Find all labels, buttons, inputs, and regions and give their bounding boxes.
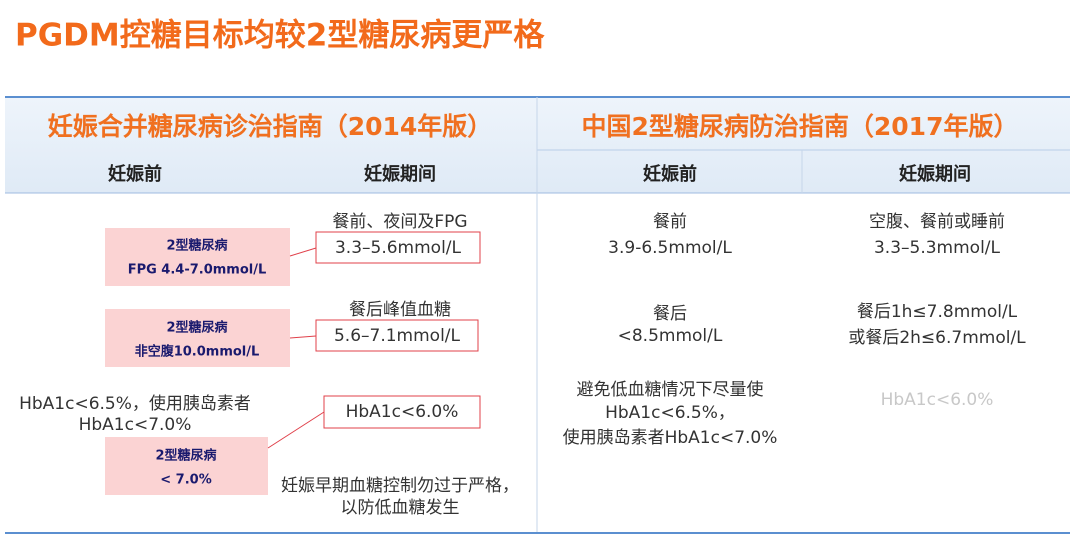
box-text: FPG 4.4-7.0mmol/L [128, 263, 267, 278]
connector [289, 335, 317, 339]
note: 妊娠早期血糖控制勿过于严格， [281, 476, 519, 496]
column-header: 妊娠期间 [899, 163, 971, 185]
column-header: 妊娠前 [108, 163, 162, 185]
box-text: < 7.0% [160, 473, 211, 488]
column-header: 妊娠期间 [364, 163, 436, 185]
target: 3.3–5.6mmol/L [335, 238, 462, 258]
note: 以防低血糖发生 [341, 498, 460, 518]
cell-text: 使用胰岛素者HbA1c<7.0% [563, 427, 778, 448]
heading: 妊娠合并糖尿病诊治指南（2014年版） [48, 112, 493, 141]
note: HbA1c<7.0% [79, 415, 192, 435]
cell-text: 餐后 [653, 304, 687, 324]
pink-box [105, 437, 268, 495]
target-box [315, 319, 479, 352]
box-text: 非空腹10.0mmol/L [135, 344, 260, 360]
box-text: 2型糖尿病 [155, 448, 216, 464]
note: HbA1c<6.5%，使用胰岛素者 [19, 393, 251, 414]
cell-text: HbA1c<6.0% [881, 390, 994, 410]
pink-box [105, 309, 290, 367]
target: HbA1c<6.0% [346, 402, 459, 422]
connector [267, 411, 325, 449]
cell-text: 避免低血糖情况下尽量使 [577, 379, 764, 400]
heading: 中国2型糖尿病防治指南（2017年版） [582, 112, 1019, 141]
target-box [315, 231, 481, 264]
label: 餐前、夜间及FPG [332, 212, 467, 232]
cell-text: <8.5mmol/L [618, 326, 723, 346]
cell-text: 或餐后2h≤6.7mmol/L [848, 328, 1026, 348]
box-text: 2型糖尿病 [166, 320, 227, 336]
connector [289, 247, 317, 257]
title: PGDM控糖目标均较2型糖尿病更严格 [15, 18, 545, 54]
target: 5.6–7.1mmol/L [334, 326, 461, 346]
cell-text: 餐前 [653, 212, 687, 232]
cell-text: 3.9-6.5mmol/L [608, 238, 732, 258]
column-header: 妊娠前 [643, 163, 697, 185]
cell-text: HbA1c<6.5%， [605, 403, 735, 423]
cell-text: 餐后1h≤7.8mmol/L [857, 302, 1018, 322]
label: 餐后峰值血糖 [349, 300, 451, 320]
target-box [323, 395, 481, 429]
cell-text: 3.3–5.3mmol/L [874, 238, 1001, 258]
box-text: 2型糖尿病 [166, 238, 227, 254]
pink-box [105, 228, 290, 286]
cell-text: 空腹、餐前或睡前 [869, 212, 1005, 232]
